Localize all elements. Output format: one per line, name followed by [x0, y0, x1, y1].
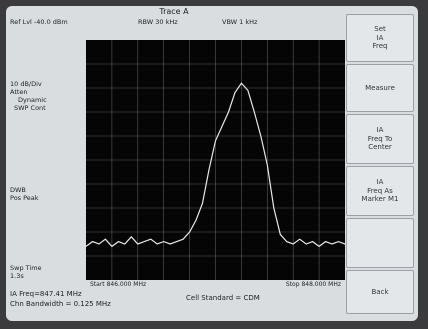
atten-mode: Dynamic [18, 96, 47, 104]
trace-point [221, 126, 223, 127]
trace-point [260, 135, 262, 137]
softkey-label: Marker M1 [361, 195, 399, 204]
trace-point [189, 231, 190, 233]
vbw-readout: VBW 1 kHz [222, 18, 258, 26]
sweep-time-label: Swp Time [10, 264, 42, 272]
trace-point [92, 241, 93, 243]
trace-point [111, 246, 113, 247]
trace-point [143, 241, 145, 243]
trace-point [273, 207, 275, 209]
trace-point [234, 92, 236, 94]
trace-point [286, 241, 288, 243]
trace-point [279, 234, 281, 235]
trace-point [325, 241, 326, 243]
trace-point [247, 90, 249, 91]
trace-point [150, 238, 152, 240]
sweep-mode: SWP Cont [14, 104, 46, 112]
frequency-span-row: Start 846.000 MHz Stop 848.000 MHz [86, 280, 345, 289]
softkey-label: IA [376, 178, 384, 187]
detector-block: DWB Pos Peak [10, 186, 39, 202]
softkey-label: Set [374, 25, 386, 34]
channel-bandwidth: Chn Bandwidth = 0.125 MHz [10, 300, 111, 308]
detector-mode: Pos Peak [10, 194, 39, 202]
analyzer-screen: Trace A Ref Lvl -40.0 dBm RBW 30 kHz VBW… [6, 6, 418, 321]
softkey-label: Back [371, 287, 389, 296]
sweep-time-value: 1.3s [10, 272, 24, 280]
trace-point [292, 243, 294, 245]
trace-point [163, 241, 165, 243]
softkey-panel: Set IA Freq Measure IA Freq To Center IA… [346, 14, 414, 314]
trace-point [266, 164, 268, 166]
softkey-label: IA [376, 33, 384, 42]
trace-title: Trace A [159, 7, 189, 16]
trace-point [312, 241, 313, 243]
softkey-ia-freq-to-center[interactable]: IA Freq To Center [346, 114, 414, 164]
trace-point [208, 169, 210, 171]
scale-block: 10 dB/Div Atten Dynamic SWP Cont [10, 80, 47, 112]
trace-point [137, 243, 139, 245]
trace-point [98, 243, 100, 245]
softkey-label: Freq To [367, 134, 393, 143]
trace-point [105, 238, 106, 240]
softkey-label: Freq As [367, 186, 393, 195]
softkey-label: Measure [365, 83, 395, 92]
trace-point [202, 202, 203, 204]
trace-point [305, 243, 307, 245]
cell-standard: Cell Standard = CDM [186, 294, 260, 302]
trace-point [195, 219, 197, 221]
softkey-label: IA [376, 126, 384, 135]
scale-readout: 10 dB/Div [10, 80, 42, 88]
softkey-label: Center [368, 143, 392, 152]
spectrum-chart [86, 40, 345, 280]
start-frequency: Start 846.000 MHz [90, 281, 147, 288]
stop-frequency: Stop 848.000 MHz [285, 281, 341, 288]
ia-frequency: IA Freq=847.41 MHz [10, 290, 82, 298]
softkey-ia-freq-as-marker[interactable]: IA Freq As Marker M1 [346, 166, 414, 216]
ref-level-readout: Ref Lvl -40.0 dBm [10, 18, 68, 26]
trace-point [228, 111, 229, 113]
trace-point [241, 82, 242, 84]
trace-point [118, 241, 119, 243]
sweep-time-block: Swp Time 1.3s [10, 264, 42, 280]
softkey-measure[interactable]: Measure [346, 64, 414, 112]
softkey-set-ia-freq[interactable]: Set IA Freq [346, 14, 414, 62]
trace-point [124, 243, 126, 245]
detector-label: DWB [10, 186, 26, 194]
softkey-blank[interactable] [346, 218, 414, 268]
trace-point [130, 236, 132, 238]
trace-point [331, 243, 333, 245]
softkey-back[interactable]: Back [346, 270, 414, 314]
softkey-label: Freq [372, 42, 388, 51]
rbw-readout: RBW 30 kHz [138, 18, 178, 26]
trace-point [176, 241, 178, 243]
trace-point [338, 241, 339, 243]
trace-point [299, 238, 301, 240]
trace-point [156, 243, 158, 245]
trace-point [318, 246, 320, 247]
spectrum-plot [86, 40, 345, 280]
measurement-header: Ref Lvl -40.0 dBm RBW 30 kHz VBW 1 kHz [10, 17, 340, 28]
atten-label: Atten [10, 88, 28, 96]
trace-point [215, 140, 216, 142]
trace-point [182, 238, 184, 240]
trace-point [253, 111, 255, 113]
trace-point [169, 243, 171, 245]
